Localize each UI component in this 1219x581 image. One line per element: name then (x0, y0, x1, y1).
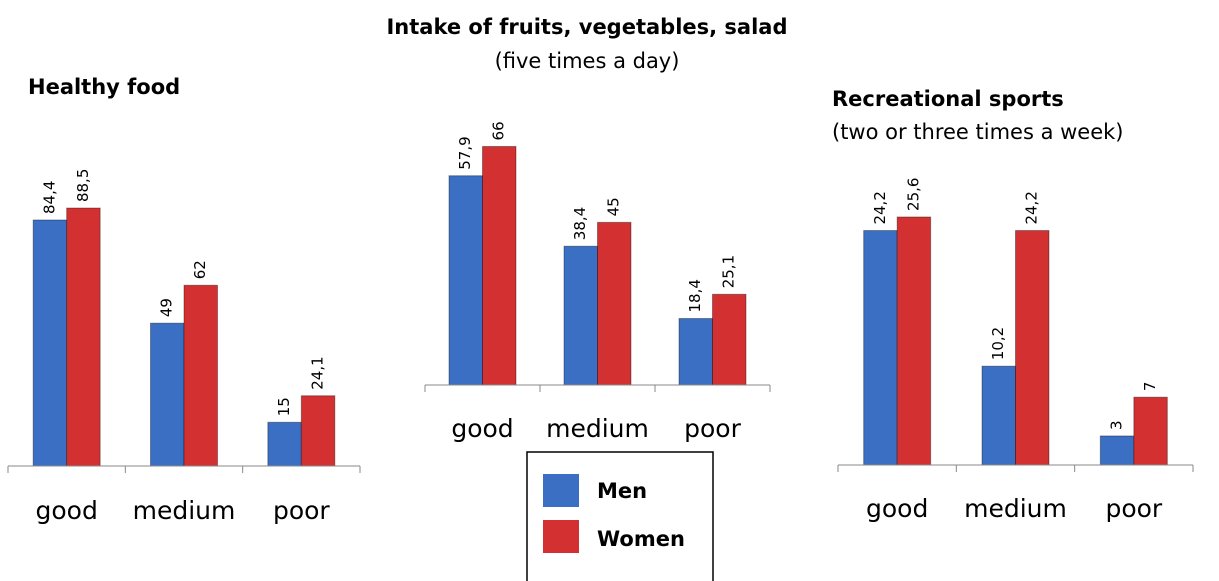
bar (981, 365, 1016, 466)
data-label: 62 (191, 260, 209, 279)
bar (597, 221, 632, 386)
data-label: 18,4 (686, 279, 704, 312)
bar (1133, 396, 1168, 466)
chart-title: Intake of fruits, vegetables, salad (386, 15, 787, 39)
bar (563, 245, 598, 386)
legend-box (526, 451, 714, 581)
bar (678, 317, 713, 386)
bar (896, 216, 932, 466)
bar (300, 395, 336, 467)
data-label: 38,4 (571, 207, 589, 240)
bar (32, 219, 68, 467)
bar (1099, 435, 1135, 466)
legend-label: Men (597, 479, 647, 503)
data-label: 24,2 (1023, 191, 1041, 224)
data-label: 25,1 (720, 255, 738, 288)
bar (183, 284, 218, 467)
x-tick-label: poor (1105, 494, 1162, 523)
bar (712, 293, 747, 386)
legend-label: Women (597, 527, 685, 551)
chart-subtitle: (two or three times a week) (832, 120, 1124, 144)
data-label: 24,2 (871, 191, 889, 224)
chart-title: Recreational sports (832, 87, 1064, 111)
bar (863, 230, 898, 466)
bar (150, 322, 185, 467)
data-label: 10,2 (989, 327, 1007, 360)
x-tick-label: good (451, 414, 513, 443)
chart-title: Healthy food (28, 75, 180, 99)
x-tick-label: medium (546, 414, 649, 443)
data-label: 57,9 (456, 136, 474, 169)
x-tick-label: poor (273, 496, 330, 525)
data-label: 84,4 (40, 181, 58, 214)
x-tick-label: poor (684, 414, 741, 443)
legend-swatch (543, 520, 579, 553)
data-label: 7 (1141, 382, 1159, 392)
data-label: 66 (490, 121, 508, 140)
data-label: 3 (1108, 420, 1126, 430)
legend: Men Women (526, 451, 714, 581)
legend-swatch (543, 474, 579, 507)
data-label: 45 (605, 197, 623, 216)
x-tick-label: good (35, 496, 97, 525)
data-label: 88,5 (74, 169, 92, 202)
data-label: 15 (275, 397, 293, 416)
data-label: 25,6 (904, 178, 922, 211)
x-tick-label: medium (964, 494, 1067, 523)
bar (1015, 230, 1050, 466)
bar (448, 175, 483, 386)
bar (267, 421, 302, 467)
x-tick-label: good (866, 494, 928, 523)
data-label: 24,1 (309, 356, 327, 389)
bar (66, 207, 101, 467)
x-tick-label: medium (133, 496, 236, 525)
bar (482, 145, 517, 386)
data-label: 49 (158, 298, 176, 317)
chart-subtitle: (five times a day) (495, 49, 680, 73)
